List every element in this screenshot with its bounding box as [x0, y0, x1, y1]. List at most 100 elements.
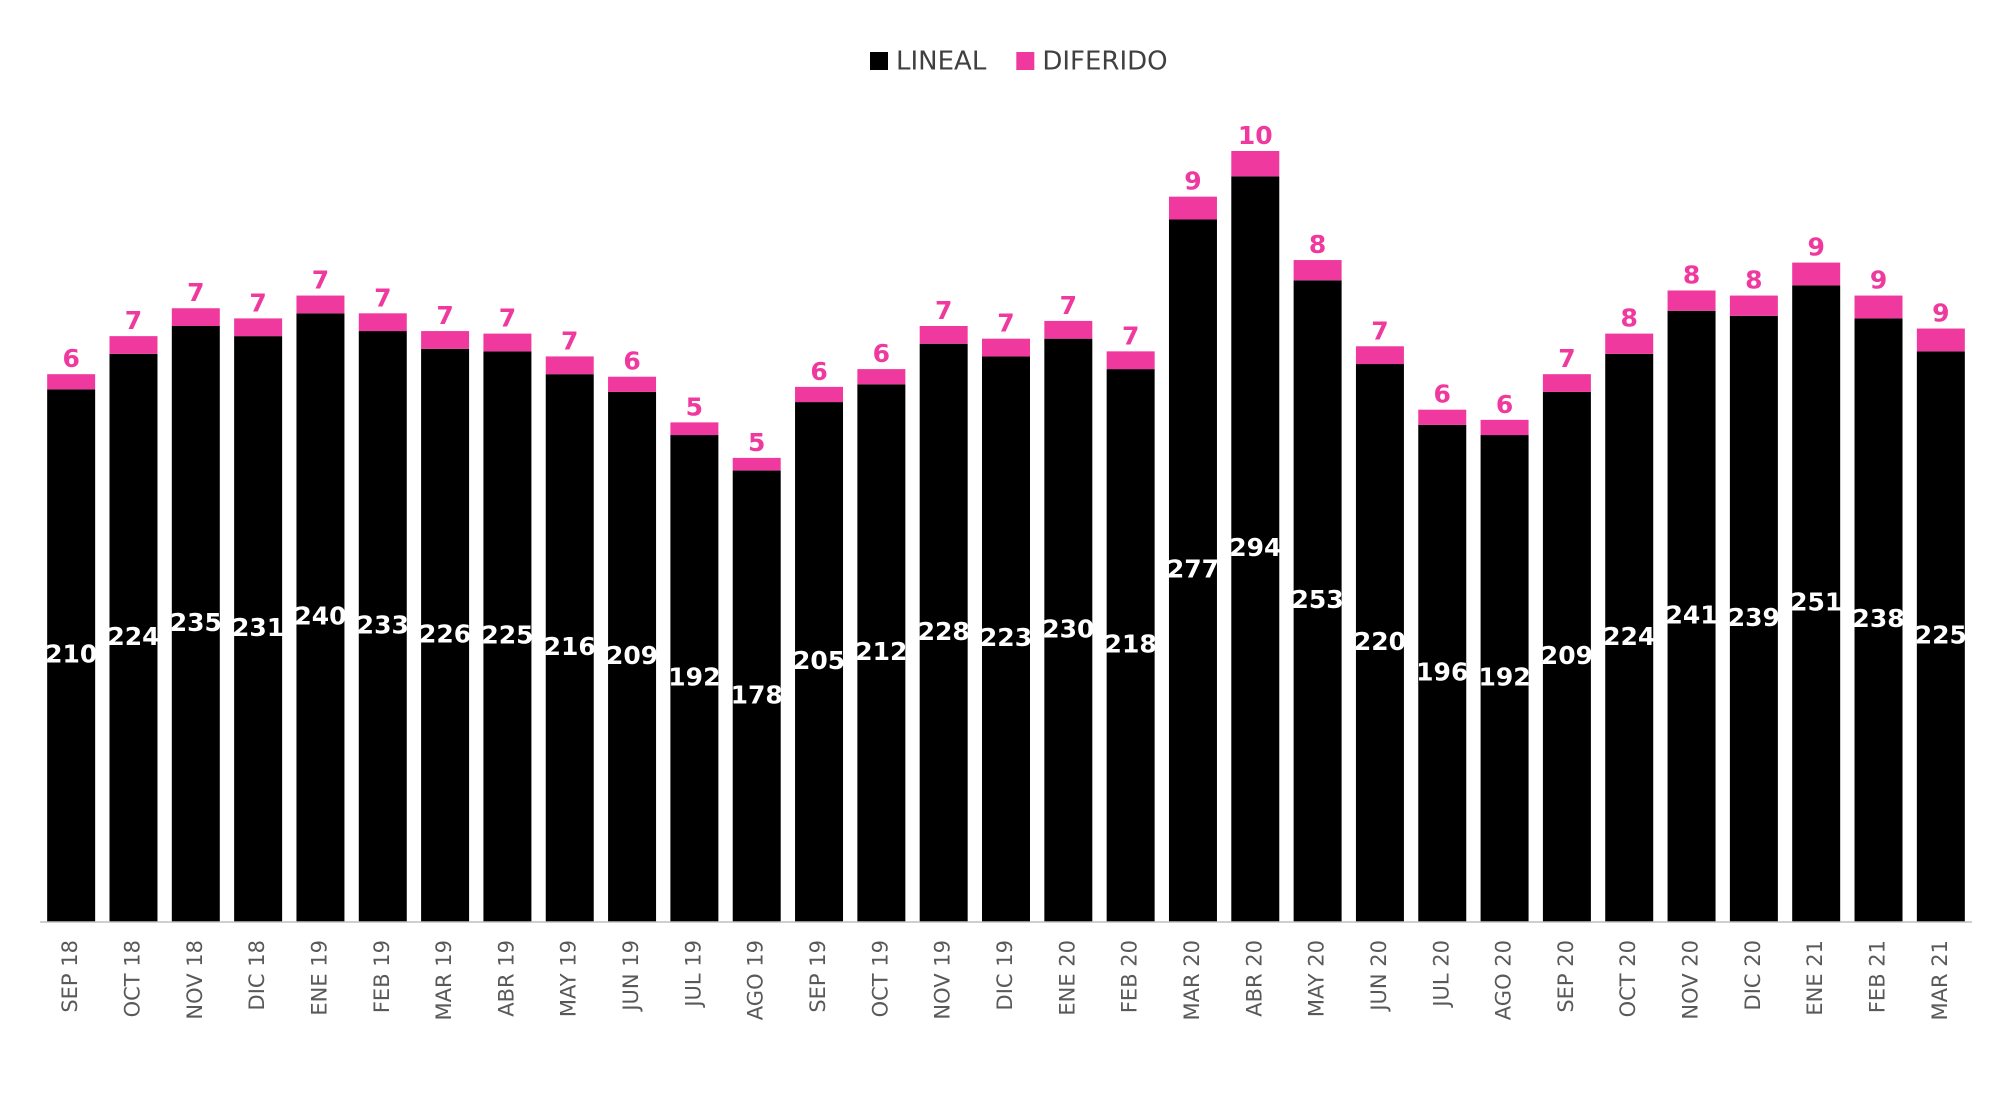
bar-segment	[919, 325, 968, 344]
bar-segment	[1854, 295, 1903, 319]
bar-segment	[47, 389, 96, 922]
bar-segment	[358, 331, 407, 922]
bar-segment	[1418, 409, 1467, 425]
data-label: 7	[374, 283, 391, 312]
data-label: 7	[249, 288, 266, 317]
data-label: 253	[1292, 585, 1344, 614]
data-label: 235	[170, 608, 222, 637]
bar-segment	[1605, 353, 1654, 922]
bar-segment	[1168, 219, 1217, 922]
legend: LINEAL DIFERIDO	[870, 47, 1168, 77]
data-label: 223	[980, 623, 1032, 652]
data-label: 230	[1042, 614, 1094, 643]
bar-segment	[1792, 262, 1841, 286]
x-tick-label: ENE 19	[307, 940, 331, 1016]
x-tick-label: JUN 19	[619, 940, 643, 1013]
x-tick-label: FEB 20	[1118, 940, 1142, 1013]
bar-segment	[1854, 318, 1903, 922]
bar-segment	[1729, 315, 1778, 923]
data-label: 6	[62, 344, 79, 373]
bar-segment	[296, 313, 345, 922]
bar-segment	[1293, 260, 1342, 281]
data-label: 5	[748, 428, 765, 457]
data-label: 7	[499, 304, 516, 333]
bar-segment	[1480, 419, 1529, 436]
x-tick-label: AGO 20	[1492, 940, 1516, 1020]
data-label: 241	[1665, 600, 1717, 629]
x-tick-label: MAY 19	[557, 940, 581, 1017]
data-label: 209	[606, 641, 658, 670]
data-label: 6	[623, 347, 640, 376]
data-label: 7	[997, 309, 1014, 338]
data-label: 7	[1122, 321, 1139, 350]
bar-segment	[1729, 295, 1778, 316]
x-tick-label: ENE 20	[1055, 940, 1079, 1016]
bar-segment	[919, 343, 968, 922]
data-label: 196	[1416, 657, 1468, 686]
data-label: 5	[686, 392, 703, 421]
data-label: 9	[1184, 167, 1201, 196]
data-label: 7	[125, 306, 142, 335]
x-tick-label: DIC 20	[1741, 940, 1765, 1010]
data-label: 6	[873, 339, 890, 368]
bar-segment	[608, 391, 657, 922]
bar-segment	[857, 384, 906, 922]
x-tick-label: DIC 18	[245, 940, 269, 1010]
x-tick-label: MAR 21	[1928, 940, 1952, 1020]
x-tick-label: FEB 19	[370, 940, 394, 1013]
data-label: 9	[1870, 266, 1887, 295]
data-label: 240	[294, 602, 346, 631]
bar-segment	[608, 376, 657, 392]
bar-segment	[1044, 338, 1093, 923]
bar-segment	[1792, 285, 1841, 923]
data-label: 233	[357, 611, 409, 640]
data-label: 9	[1807, 233, 1824, 262]
legend-swatch	[870, 52, 888, 70]
bar-segment	[732, 470, 781, 922]
data-label: 7	[1558, 344, 1575, 373]
bar-segment	[234, 318, 283, 337]
bar-segment	[296, 295, 345, 314]
x-tick-label: OCT 20	[1616, 940, 1640, 1017]
bar-segment	[1667, 310, 1716, 922]
data-label: 238	[1852, 604, 1904, 633]
bar-segment	[47, 374, 96, 390]
bar-segment	[358, 313, 407, 332]
data-label: 216	[544, 632, 596, 661]
data-label: 6	[1434, 380, 1451, 409]
bar-segment	[1605, 333, 1654, 354]
x-tick-label: MAR 20	[1180, 940, 1204, 1020]
x-tick-label: JUL 19	[681, 940, 705, 1009]
data-label: 7	[436, 301, 453, 330]
bar-segment	[795, 386, 844, 403]
bar-segment	[109, 353, 158, 922]
data-label: 225	[1915, 621, 1967, 650]
bar-segment	[1355, 364, 1404, 923]
data-label: 7	[1371, 316, 1388, 345]
data-label: 6	[1496, 390, 1513, 419]
x-tick-label: MAY 20	[1305, 940, 1329, 1017]
data-label: 225	[481, 621, 533, 650]
bar-segment	[421, 348, 470, 922]
bar-segment	[670, 435, 719, 922]
bar-segment	[1231, 151, 1280, 177]
bar-segment	[483, 333, 532, 352]
data-label: 6	[810, 357, 827, 386]
data-label: 212	[855, 637, 907, 666]
data-label: 228	[918, 617, 970, 646]
data-label: 8	[1309, 230, 1326, 259]
data-label: 218	[1105, 630, 1157, 659]
bar-segment	[1667, 290, 1716, 311]
data-label: 224	[1603, 622, 1655, 651]
bar-segment	[1916, 351, 1965, 923]
data-label: 205	[793, 646, 845, 675]
bar-segment	[982, 338, 1030, 357]
bar-segment	[171, 325, 220, 922]
x-tick-label: SEP 19	[806, 940, 830, 1013]
legend-label: DIFERIDO	[1042, 47, 1167, 77]
x-tick-label: ABR 19	[494, 940, 518, 1017]
legend-swatch	[1016, 52, 1035, 70]
bar-segment	[1542, 374, 1591, 392]
data-label: 210	[45, 640, 97, 669]
